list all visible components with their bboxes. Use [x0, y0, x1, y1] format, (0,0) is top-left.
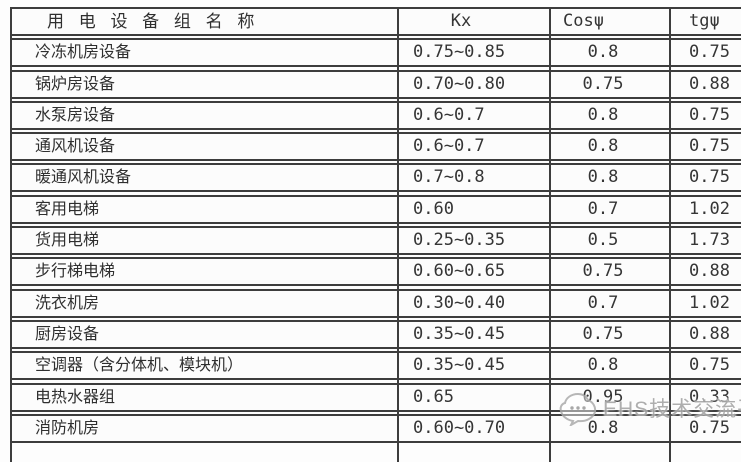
- cos-psi-value-cell: 0.8: [587, 104, 619, 125]
- equipment-name-cell: 暖通风机设备: [35, 169, 132, 187]
- cos-psi-value-cell: 0.8: [587, 42, 619, 63]
- equipment-name-cell: 洗衣机房: [35, 294, 100, 312]
- table-border-left: [10, 7, 12, 462]
- table-row: 电热水器组 0.65 0.95 0.33: [11, 382, 741, 412]
- table-row: 空调器（含分体机、模块机） 0.35~0.45 0.8 0.75: [11, 351, 741, 381]
- equipment-name-cell: 水泵房设备: [35, 106, 116, 124]
- cos-psi-value-cell: 0.95: [582, 386, 624, 407]
- equipment-name-cell: 步行梯电梯: [35, 263, 116, 281]
- kx-value-cell: 0.60~0.70: [413, 417, 506, 438]
- cos-psi-value-cell: 0.75: [582, 261, 624, 282]
- column-divider-tg: [669, 7, 671, 462]
- equipment-name-cell: 通风机设备: [35, 138, 116, 156]
- tg-psi-value-cell: 0.33: [689, 386, 730, 407]
- equipment-name-cell: 厨房设备: [35, 325, 100, 343]
- kx-value-cell: 0.60~0.65: [413, 261, 506, 282]
- tg-psi-value-cell: 0.75: [689, 136, 730, 157]
- tg-psi-value-cell: 0.88: [689, 323, 730, 344]
- cos-psi-value-cell: 0.7: [587, 292, 619, 313]
- tg-psi-value-cell: 0.75: [689, 42, 730, 63]
- cos-psi-value-cell: 0.5: [587, 230, 619, 251]
- cos-psi-value-cell: 0.8: [587, 355, 619, 376]
- cos-psi-value-cell: 0.8: [587, 136, 619, 157]
- col-header-kx: Kx: [450, 11, 472, 31]
- kx-value-cell: 0.35~0.45: [413, 323, 506, 344]
- tg-psi-value-cell: 0.88: [689, 73, 730, 94]
- table-row: 冷冻机房设备 0.75~0.85 0.8 0.75: [11, 38, 741, 68]
- tg-psi-value-cell: 1.02: [689, 292, 730, 313]
- cos-psi-value-cell: 0.8: [587, 167, 619, 188]
- table-header-row: 用 电 设 备 组 名 称 Kx Cosψ tgψ: [11, 7, 741, 36]
- tg-psi-value-cell: 0.75: [689, 104, 730, 125]
- kx-value-cell: 0.65: [413, 386, 454, 407]
- tg-psi-value-cell: 1.02: [689, 198, 730, 219]
- column-divider-cos: [549, 7, 551, 462]
- kx-value-cell: 0.60: [413, 198, 454, 219]
- table-row: 水泵房设备 0.6~0.7 0.8 0.75: [11, 100, 741, 130]
- equipment-name-cell: 空调器（含分体机、模块机）: [35, 357, 244, 375]
- equipment-name-cell: 冷冻机房设备: [35, 44, 132, 62]
- table-row: 消防机房 0.60~0.70 0.8 0.75: [11, 413, 741, 443]
- tg-psi-value-cell: 0.75: [689, 417, 730, 438]
- table-row: 锅炉房设备 0.70~0.80 0.75 0.88: [11, 69, 741, 99]
- equipment-name-cell: 货用电梯: [35, 232, 100, 250]
- equipment-name-cell: 客用电梯: [35, 200, 100, 218]
- column-divider-kx: [397, 7, 399, 462]
- col-header-cos-psi: Cosψ: [563, 11, 604, 31]
- table-row: 通风机设备 0.6~0.7 0.8 0.75: [11, 132, 741, 162]
- table-row: 暖通风机设备 0.7~0.8 0.8 0.75: [11, 163, 741, 193]
- kx-value-cell: 0.35~0.45: [413, 355, 506, 376]
- kx-value-cell: 0.6~0.7: [413, 104, 485, 125]
- table-row: 货用电梯 0.25~0.35 0.5 1.73: [11, 226, 741, 256]
- kx-value-cell: 0.30~0.40: [413, 292, 506, 313]
- cos-psi-value-cell: 0.8: [587, 417, 619, 438]
- kx-value-cell: 0.70~0.80: [413, 73, 506, 94]
- tg-psi-value-cell: 0.88: [689, 261, 730, 282]
- kx-value-cell: 0.75~0.85: [413, 42, 506, 63]
- cos-psi-value-cell: 0.7: [587, 198, 619, 219]
- cos-psi-value-cell: 0.75: [582, 323, 624, 344]
- tg-psi-value-cell: 1.73: [689, 230, 730, 251]
- tg-psi-value-cell: 0.75: [689, 167, 730, 188]
- col-header-equipment-name: 用 电 设 备 组 名 称: [47, 12, 260, 31]
- equipment-name-cell: 消防机房: [35, 419, 100, 437]
- tg-psi-value-cell: 0.75: [689, 355, 730, 376]
- table-row: 步行梯电梯 0.60~0.65 0.75 0.88: [11, 257, 741, 287]
- table-row: 洗衣机房 0.30~0.40 0.7 1.02: [11, 288, 741, 318]
- cos-psi-value-cell: 0.75: [582, 73, 624, 94]
- load-factor-table: 用 电 设 备 组 名 称 Kx Cosψ tgψ 冷冻机房设备 0.75~0.…: [11, 7, 741, 445]
- equipment-name-cell: 电热水器组: [35, 388, 116, 406]
- table-row: 客用电梯 0.60 0.7 1.02: [11, 194, 741, 224]
- kx-value-cell: 0.25~0.35: [413, 230, 506, 251]
- table-row: 厨房设备 0.35~0.45 0.75 0.88: [11, 319, 741, 349]
- col-header-tg-psi: tgψ: [689, 11, 720, 31]
- kx-value-cell: 0.7~0.8: [413, 167, 485, 188]
- equipment-name-cell: 锅炉房设备: [35, 75, 116, 93]
- kx-value-cell: 0.6~0.7: [413, 136, 485, 157]
